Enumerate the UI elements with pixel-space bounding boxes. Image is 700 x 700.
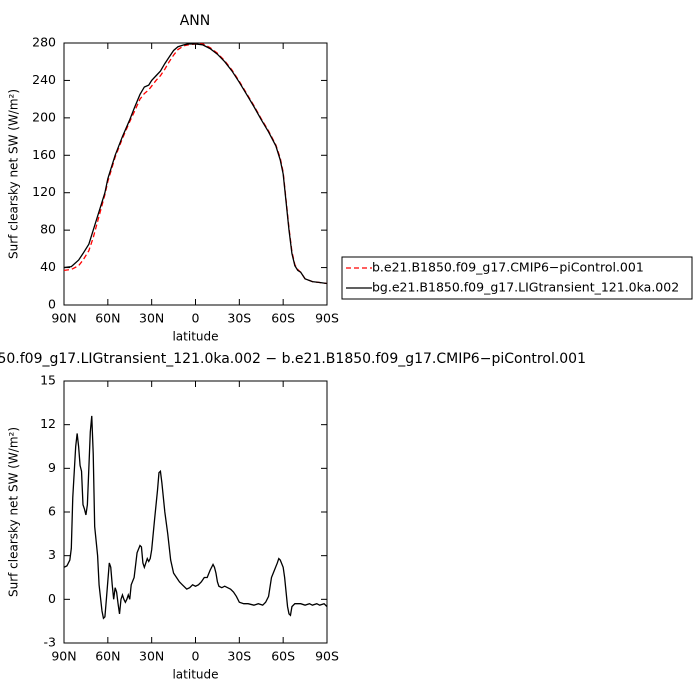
x-tick-label: 30N: [139, 649, 164, 664]
x-tick-label: 90S: [315, 311, 339, 326]
y-tick-label: 120: [32, 184, 56, 199]
x-tick-label: 30S: [227, 649, 251, 664]
panel: ANN latitude Surf clearsky net SW (W/m²) 90…: [7, 13, 693, 344]
x-tick-label: 90N: [51, 649, 76, 664]
x-tick-label: 30S: [227, 311, 251, 326]
x-tick-label: 30N: [139, 311, 164, 326]
data-line: [63, 43, 328, 285]
y-tick-label: 160: [32, 147, 56, 162]
y-tick-label: 80: [40, 222, 56, 237]
y-tick-label: 40: [40, 259, 56, 274]
y-tick-label: 280: [32, 35, 56, 50]
y-tick-label: 12: [40, 416, 56, 431]
data-line: [63, 415, 328, 620]
x-tick-label: 0: [192, 649, 200, 664]
y-tick-label: 240: [32, 72, 56, 87]
x-axis-title: latitude: [172, 668, 218, 682]
panel: bg.e21.B1850.f09_g17.LIGtransient_121.0k…: [0, 351, 586, 682]
y-tick-label: 0: [48, 297, 56, 312]
y-tick-label: 3: [48, 547, 56, 562]
legend-label: b.e21.B1850.f09_g17.CMIP6−piControl.001: [372, 260, 644, 275]
legend-box: [341, 256, 693, 300]
y-axis-title: Surf clearsky net SW (W/m²): [7, 89, 21, 259]
x-tick-label: 90N: [51, 311, 76, 326]
y-tick-label: 9: [48, 460, 56, 475]
y-tick-label: 15: [40, 373, 56, 388]
y-tick-label: 200: [32, 109, 56, 124]
x-tick-label: 60S: [271, 311, 295, 326]
legend-label: bg.e21.B1850.f09_g17.LIGtransient_121.0k…: [372, 280, 679, 295]
y-axis-title: Surf clearsky net SW (W/m²): [7, 427, 21, 597]
x-tick-label: 60S: [271, 649, 295, 664]
x-tick-label: 0: [192, 311, 200, 326]
data-line: [63, 43, 328, 285]
y-tick-label: 0: [48, 591, 56, 606]
plot-frame: [63, 42, 328, 306]
x-tick-label: 90S: [315, 649, 339, 664]
x-tick-label: 60N: [95, 311, 120, 326]
x-tick-label: 60N: [95, 649, 120, 664]
y-tick-label: -3: [44, 635, 56, 650]
chart-title: ANN: [180, 13, 211, 29]
y-tick-label: 6: [48, 504, 56, 519]
x-axis-title: latitude: [172, 330, 218, 344]
chart-title: bg.e21.B1850.f09_g17.LIGtransient_121.0k…: [0, 351, 586, 367]
